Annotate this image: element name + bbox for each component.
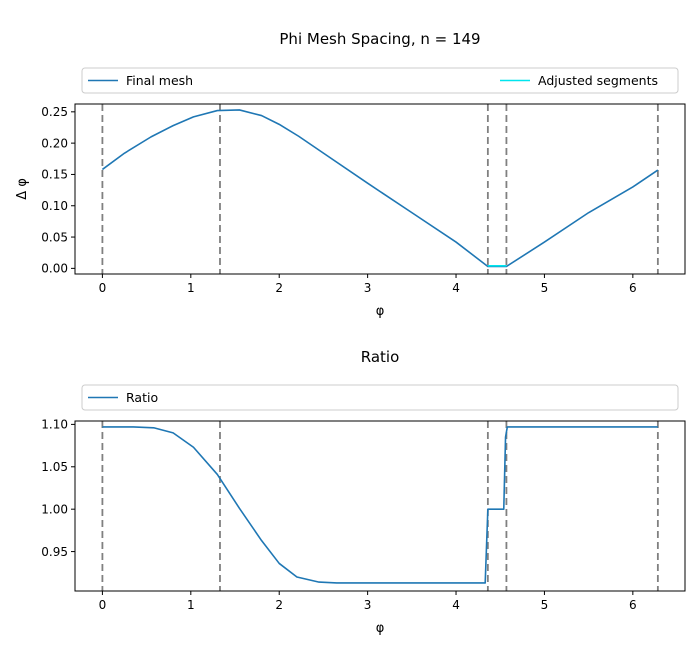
y-tick-label-0.20: 0.20: [41, 136, 68, 150]
ratio-panel: Ratio Ratio 0 1 2 3 4 5 6 0.95 1.00 1.05 1.10 φ: [41, 348, 686, 636]
ratio-legend: Ratio: [81, 384, 679, 411]
y-tick-label-0.05: 0.05: [41, 230, 68, 244]
x-tick-label-5: 5: [541, 281, 549, 295]
y-tick-label-0.00: 0.00: [41, 262, 68, 276]
y-tick-label-1.05: 1.05: [41, 460, 68, 474]
mesh-spacing-legend-box: [81, 67, 679, 94]
x-tick-label-4: 4: [452, 281, 460, 295]
legend-adjusted-label: Adjusted segments: [538, 73, 658, 88]
mesh-spacing-breakpoints: [101, 104, 659, 274]
ratio-breakpoints: [101, 421, 659, 591]
x-tick-label-0: 0: [99, 281, 107, 295]
x-tick-label-5: 5: [541, 598, 549, 612]
y-tick-label-0.15: 0.15: [41, 168, 68, 182]
x-tick-label-6: 6: [629, 598, 637, 612]
mesh-spacing-legend: Final mesh Adjusted segments: [81, 67, 679, 94]
legend-final-mesh-label: Final mesh: [126, 73, 193, 88]
y-tick-label-0.10: 0.10: [41, 199, 68, 213]
x-tick-label-6: 6: [629, 281, 637, 295]
mesh-spacing-x-ticks: 0 1 2 3 4 5 6: [99, 274, 637, 295]
ratio-series: [102, 426, 658, 584]
ratio-x-label: φ: [376, 621, 385, 636]
ratio-y-ticks: 0.95 1.00 1.05 1.10: [41, 418, 75, 559]
y-tick-label-1.00: 1.00: [41, 502, 68, 516]
y-tick-label-1.10: 1.10: [41, 418, 68, 432]
x-tick-label-2: 2: [275, 598, 283, 612]
x-tick-label-1: 1: [187, 598, 195, 612]
mesh-spacing-y-label: Δ φ: [15, 178, 30, 200]
ratio-line: [102, 426, 658, 584]
mesh-spacing-series: [101, 109, 659, 268]
y-tick-label-0.95: 0.95: [41, 545, 68, 559]
x-tick-label-0: 0: [99, 598, 107, 612]
mesh-spacing-panel: Phi Mesh Spacing, n = 149 Final mesh Adj…: [15, 30, 686, 319]
mesh-spacing-y-ticks: 0.00 0.05 0.10 0.15 0.20 0.25: [41, 105, 75, 276]
mesh-spacing-plot-frame: [74, 103, 686, 275]
ratio-plot-frame: [74, 420, 686, 592]
x-tick-label-2: 2: [275, 281, 283, 295]
ratio-legend-box: [81, 384, 679, 411]
ratio-x-ticks: 0 1 2 3 4 5 6: [99, 591, 637, 612]
final-mesh-line: [101, 109, 659, 268]
x-tick-label-4: 4: [452, 598, 460, 612]
x-tick-label-1: 1: [187, 281, 195, 295]
y-tick-label-0.25: 0.25: [41, 105, 68, 119]
mesh-spacing-title: Phi Mesh Spacing, n = 149: [279, 30, 480, 48]
x-tick-label-3: 3: [364, 281, 372, 295]
ratio-title: Ratio: [361, 348, 400, 366]
legend-ratio-label: Ratio: [126, 390, 158, 405]
x-tick-label-3: 3: [364, 598, 372, 612]
mesh-spacing-x-label: φ: [376, 304, 385, 319]
